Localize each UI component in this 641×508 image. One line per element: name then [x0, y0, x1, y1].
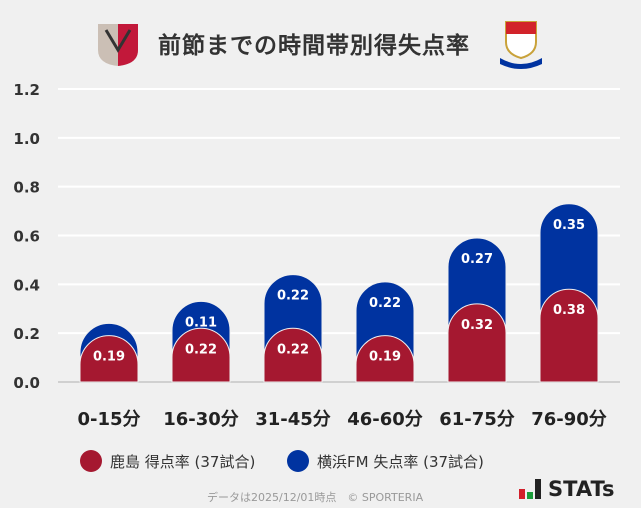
legend-item-yokohama: 横浜FM 失点率 (37試合)	[287, 450, 484, 472]
data-label-kashima: 0.19	[369, 350, 401, 365]
data-label-yokohama: 0.27	[461, 252, 493, 267]
x-tick-label: 61-75分	[439, 409, 515, 430]
kashima-logo	[98, 24, 138, 66]
chart-title: 前節までの時間帯別得失点率	[158, 33, 470, 59]
legend-label: 鹿島 得点率 (37試合)	[110, 452, 256, 471]
y-tick-label: 0.4	[13, 276, 40, 294]
bar-kashima	[79, 335, 139, 383]
data-label-kashima: 0.22	[185, 342, 217, 357]
x-tick-label: 31-45分	[255, 409, 331, 430]
legend-swatch-blue	[287, 450, 309, 472]
bar-kashima	[447, 303, 507, 383]
footer-credit: データは2025/12/01時点 © SPORTERIA	[207, 491, 424, 504]
x-tick-label: 16-30分	[163, 409, 239, 430]
bar-kashima	[539, 288, 599, 383]
y-tick-label: 1.0	[13, 130, 40, 148]
data-label-kashima: 0.19	[93, 350, 125, 365]
stats-brand-text: STATs	[548, 477, 615, 501]
y-tick-label: 0.0	[13, 374, 40, 392]
bar-kashima	[355, 335, 415, 383]
bar-kashima	[263, 327, 323, 383]
data-label-kashima: 0.38	[553, 303, 585, 318]
yokohama-logo	[500, 21, 542, 69]
y-tick-label: 0.8	[13, 179, 40, 197]
bar-kashima	[171, 327, 231, 383]
data-label-kashima: 0.22	[277, 342, 309, 357]
x-tick-label: 46-60分	[347, 409, 423, 430]
stats-logo: STATs	[519, 477, 614, 501]
data-label-yokohama: 0.35	[553, 218, 585, 233]
data-label-yokohama: 0.11	[185, 315, 217, 330]
y-tick-label: 1.2	[13, 81, 40, 99]
data-label-yokohama: 0.22	[277, 289, 309, 304]
y-tick-label: 0.6	[13, 228, 40, 246]
x-tick-label: 0-15分	[77, 409, 140, 430]
data-label-yokohama: 0.22	[369, 296, 401, 311]
data-label-kashima: 0.32	[461, 318, 493, 333]
legend-item-kashima: 鹿島 得点率 (37試合)	[80, 450, 255, 472]
y-tick-label: 0.2	[13, 325, 40, 343]
legend-swatch-red	[80, 450, 102, 472]
stats-bars-icon	[519, 479, 541, 499]
x-tick-label: 76-90分	[531, 409, 607, 430]
legend-label: 横浜FM 失点率 (37試合)	[317, 452, 484, 471]
